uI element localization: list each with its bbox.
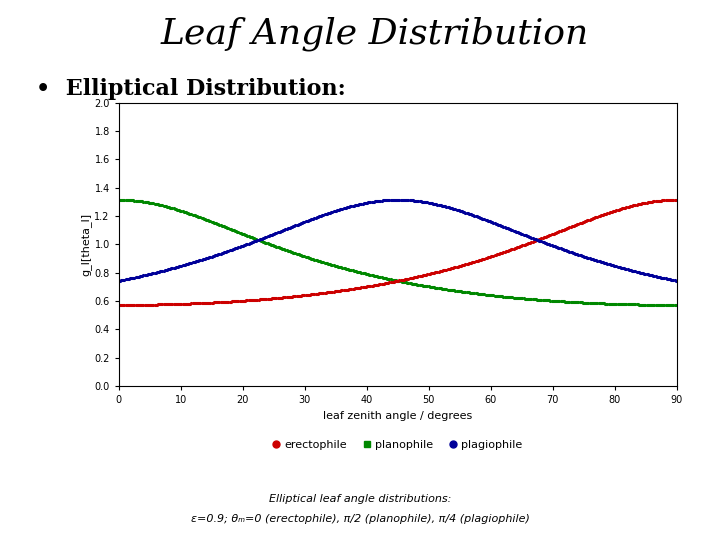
plagiophile [418,198,426,205]
Line: plagiophile: plagiophile [117,198,678,282]
plagiophile [672,278,681,284]
planophile [114,197,123,203]
X-axis label: leaf zenith angle / degrees: leaf zenith angle / degrees [323,411,472,421]
erectophile [114,302,123,308]
planophile [379,275,388,281]
Line: erectophile: erectophile [117,198,678,307]
planophile [446,287,455,293]
Y-axis label: g_l[theta_l]: g_l[theta_l] [81,213,91,276]
erectophile [659,197,667,204]
planophile [572,299,580,306]
Legend: erectophile, planophile, plagiophile: erectophile, planophile, plagiophile [269,436,526,455]
erectophile [416,273,425,279]
plagiophile [660,275,669,281]
Text: •  Elliptical Distribution:: • Elliptical Distribution: [36,78,346,100]
plagiophile [379,197,388,204]
erectophile [672,197,681,203]
planophile [672,302,681,308]
plagiophile [393,197,402,203]
Text: Leaf Angle Distribution: Leaf Angle Distribution [161,16,588,51]
Text: Elliptical leaf angle distributions:: Elliptical leaf angle distributions: [269,494,451,504]
erectophile [383,280,392,286]
erectophile [446,265,455,272]
planophile [416,282,425,288]
Line: planophile: planophile [117,198,678,307]
plagiophile [573,251,582,258]
planophile [383,275,392,282]
plagiophile [383,197,392,204]
planophile [659,302,667,308]
erectophile [379,280,388,287]
erectophile [572,221,580,228]
plagiophile [114,278,123,284]
Text: ε=0.9; θₘ=0 (erectophile), π/2 (planophile), π/4 (plagiophile): ε=0.9; θₘ=0 (erectophile), π/2 (planophi… [191,514,529,524]
plagiophile [448,205,456,212]
